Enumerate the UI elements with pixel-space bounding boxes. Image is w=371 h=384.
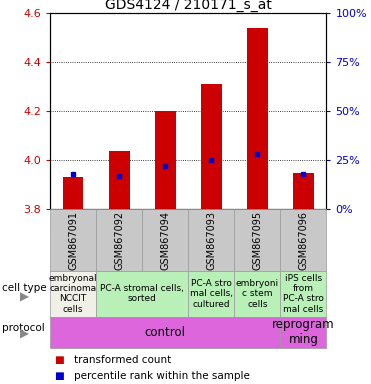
Text: percentile rank within the sample: percentile rank within the sample	[74, 371, 250, 381]
Text: embryonal
carcinoma
NCCIT
cells: embryonal carcinoma NCCIT cells	[49, 274, 98, 314]
Bar	[201, 84, 222, 209]
Text: PC-A stromal cells,
sorted: PC-A stromal cells, sorted	[100, 284, 184, 303]
Text: protocol: protocol	[2, 323, 45, 333]
Bar	[109, 151, 129, 209]
Text: GSM867096: GSM867096	[298, 210, 308, 270]
Text: ■: ■	[54, 371, 63, 381]
Title: GDS4124 / 210171_s_at: GDS4124 / 210171_s_at	[105, 0, 272, 12]
Text: ▶: ▶	[20, 328, 29, 341]
Text: cell type: cell type	[2, 283, 46, 293]
Text: transformed count: transformed count	[74, 355, 171, 365]
Bar	[155, 111, 175, 209]
Text: ■: ■	[54, 355, 63, 365]
Text: GSM867093: GSM867093	[206, 210, 216, 270]
Text: PC-A stro
mal cells,
cultured: PC-A stro mal cells, cultured	[190, 279, 233, 309]
Text: GSM867092: GSM867092	[114, 210, 124, 270]
Bar	[247, 28, 268, 209]
Text: iPS cells
from
PC-A stro
mal cells: iPS cells from PC-A stro mal cells	[283, 274, 324, 314]
Text: ▶: ▶	[20, 290, 29, 303]
Text: GSM867094: GSM867094	[160, 210, 170, 270]
Text: GSM867091: GSM867091	[68, 210, 78, 270]
Bar	[293, 172, 314, 209]
Bar	[63, 177, 83, 209]
Text: control: control	[145, 326, 186, 339]
Text: embryoni
c stem
cells: embryoni c stem cells	[236, 279, 279, 309]
Text: reprogram
ming: reprogram ming	[272, 318, 335, 346]
Text: GSM867095: GSM867095	[252, 210, 262, 270]
